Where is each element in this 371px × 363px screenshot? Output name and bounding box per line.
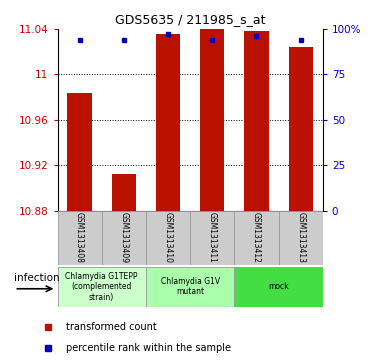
Text: GSM1313411: GSM1313411 — [208, 212, 217, 263]
Bar — [234, 211, 279, 265]
Bar — [68, 93, 92, 211]
Bar — [200, 24, 224, 211]
Text: Chlamydia G1TEPP
(complemented
strain): Chlamydia G1TEPP (complemented strain) — [65, 272, 138, 302]
Text: Chlamydia G1V
mutant: Chlamydia G1V mutant — [161, 277, 220, 297]
Bar — [146, 267, 234, 307]
Text: GSM1313413: GSM1313413 — [296, 212, 305, 263]
Title: GDS5635 / 211985_s_at: GDS5635 / 211985_s_at — [115, 13, 265, 26]
Text: mock: mock — [268, 282, 289, 291]
Text: GSM1313410: GSM1313410 — [164, 212, 173, 263]
Bar — [244, 31, 269, 211]
Text: infection: infection — [14, 273, 60, 283]
Text: transformed count: transformed count — [66, 322, 157, 332]
Text: GSM1313408: GSM1313408 — [75, 212, 84, 263]
Text: GSM1313409: GSM1313409 — [119, 212, 128, 263]
Text: GSM1313412: GSM1313412 — [252, 212, 261, 263]
Bar — [289, 47, 313, 211]
Bar — [58, 211, 102, 265]
Bar — [58, 267, 146, 307]
Bar — [146, 211, 190, 265]
Bar — [102, 211, 146, 265]
Bar — [112, 174, 136, 211]
Bar — [234, 267, 323, 307]
Bar — [279, 211, 323, 265]
Text: percentile rank within the sample: percentile rank within the sample — [66, 343, 231, 354]
Bar — [190, 211, 234, 265]
Bar — [156, 34, 180, 211]
